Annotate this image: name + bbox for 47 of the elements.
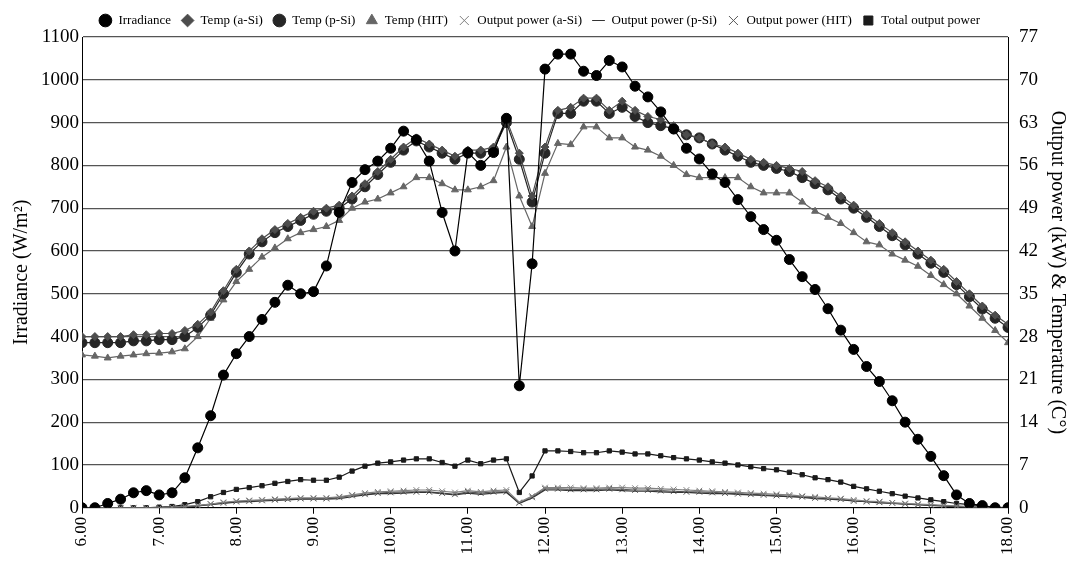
y2-tick-label: 56 xyxy=(1019,153,1038,175)
legend-label: Output power (p-Si) xyxy=(611,11,717,27)
legend-label: Temp (a-Si) xyxy=(200,11,263,27)
x-tick-label: 7.00 xyxy=(148,516,168,547)
y2-tick-label: 63 xyxy=(1019,110,1038,132)
y-tick-label: 0 xyxy=(69,495,79,517)
y-tick-label: 500 xyxy=(50,281,79,303)
legend-label: Output power (HIT) xyxy=(746,11,852,27)
y2-tick-label: 35 xyxy=(1019,281,1038,303)
y-tick-label: 200 xyxy=(50,410,79,432)
y-tick-label: 1000 xyxy=(41,67,79,89)
x-tick-label: 15.00 xyxy=(765,516,785,555)
y2-tick-label: 0 xyxy=(1019,495,1029,517)
y-tick-label: 300 xyxy=(50,367,79,389)
x-tick-label: 11.00 xyxy=(457,516,477,555)
y-tick-label: 700 xyxy=(50,196,79,218)
y-tick-label: 100 xyxy=(50,452,79,474)
y-tick-label: 400 xyxy=(50,324,79,346)
y2-tick-label: 28 xyxy=(1019,324,1038,346)
y2-tick-label: 49 xyxy=(1019,196,1038,218)
x-tick-label: 13.00 xyxy=(611,516,631,555)
legend-label: Irradiance xyxy=(118,11,172,27)
x-tick-label: 16.00 xyxy=(843,516,863,555)
y-tick-label: 1100 xyxy=(41,24,79,46)
legend-label: Output power (a-Si) xyxy=(477,11,583,27)
y2-axis-title: Output power (kW) & Temperature (C°) xyxy=(1046,110,1070,435)
legend-label: Temp (p-Si) xyxy=(292,11,356,27)
x-tick-label: 18.00 xyxy=(997,516,1017,555)
x-tick-label: 14.00 xyxy=(688,516,708,555)
y-axis-title: Irradiance (W/m²) xyxy=(9,199,33,346)
y-tick-label: 800 xyxy=(50,153,79,175)
x-tick-label: 9.00 xyxy=(302,516,322,547)
y2-tick-label: 14 xyxy=(1019,410,1039,432)
x-tick-label: 6.00 xyxy=(71,516,91,547)
legend-label: Temp (HIT) xyxy=(384,11,448,27)
legend-label: Total output power xyxy=(881,11,981,27)
y-tick-label: 600 xyxy=(50,238,79,260)
y2-tick-label: 7 xyxy=(1019,452,1029,474)
x-tick-label: 10.00 xyxy=(380,516,400,555)
x-tick-label: 17.00 xyxy=(920,516,940,555)
y-tick-label: 900 xyxy=(50,110,79,132)
y2-tick-label: 21 xyxy=(1019,367,1038,389)
x-tick-label: 12.00 xyxy=(534,516,554,555)
x-tick-label: 8.00 xyxy=(225,516,245,547)
y2-tick-label: 77 xyxy=(1019,24,1038,46)
y2-tick-label: 70 xyxy=(1019,67,1038,89)
y2-tick-label: 42 xyxy=(1019,238,1038,260)
